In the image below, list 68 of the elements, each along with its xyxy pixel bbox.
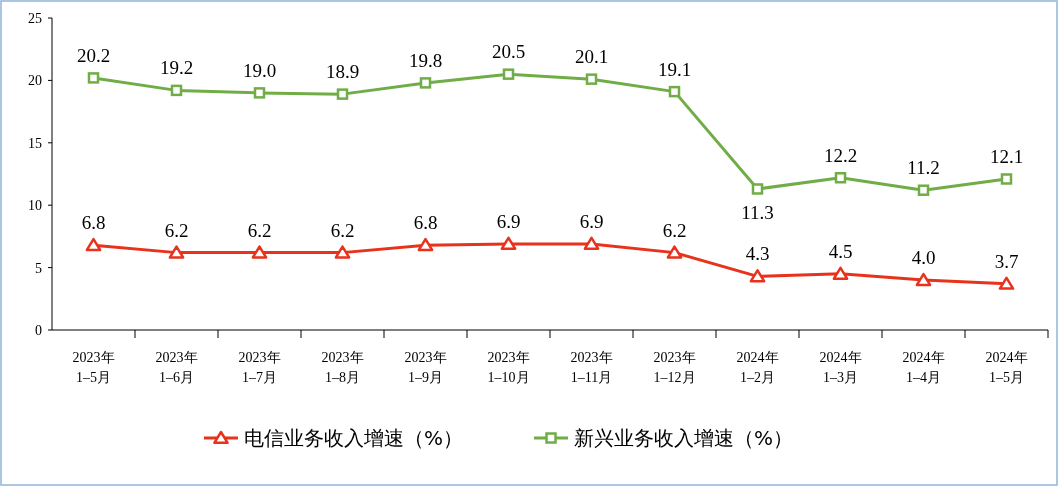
y-tick-label: 20 (28, 73, 42, 89)
point (170, 84, 183, 97)
y-tick-label: 25 (28, 10, 42, 26)
point (336, 88, 349, 100)
point (253, 87, 266, 99)
x-tick-label: 2023年 1–12月 (653, 350, 696, 385)
point (85, 237, 102, 252)
data-label: 6.2 (330, 219, 355, 241)
y-tick-label: 15 (28, 135, 42, 151)
data-label: 11.3 (741, 201, 774, 223)
x-tick-label: 2024年 1–3月 (819, 350, 862, 385)
point (834, 171, 847, 184)
point (502, 68, 515, 80)
data-label: 12.2 (823, 144, 858, 166)
data-label: 19.2 (159, 57, 194, 79)
point (998, 276, 1015, 290)
data-label: 20.2 (76, 44, 111, 66)
data-label: 6.9 (496, 210, 521, 232)
point (334, 245, 351, 259)
data-label: 6.8 (81, 212, 106, 234)
point (583, 236, 600, 250)
data-label: 19.8 (408, 49, 443, 71)
data-label: 6.2 (164, 219, 189, 241)
data-label: 3.7 (994, 250, 1019, 272)
point (666, 245, 683, 259)
point (168, 245, 185, 259)
x-tick-label: 2023年 1–8月 (321, 350, 364, 385)
point (668, 85, 681, 98)
y-tick-label: 5 (35, 260, 42, 276)
legend-label: 新兴业务收入增速（%） (574, 426, 794, 450)
point (417, 237, 434, 252)
data-label: 18.9 (325, 61, 360, 83)
y-tick-label: 0 (35, 322, 42, 338)
point (500, 236, 517, 250)
data-label: 20.1 (574, 46, 609, 68)
x-tick-label: 2024年 1–2月 (736, 350, 779, 385)
y-tick-label: 10 (28, 198, 42, 214)
x-tick-label: 2023年 1–7月 (238, 350, 281, 385)
data-label: 20.5 (491, 41, 526, 63)
point (917, 184, 930, 196)
point (915, 272, 932, 287)
legend-label: 电信业务收入增速（%） (244, 426, 464, 450)
data-label: 6.2 (247, 219, 272, 241)
data-label: 6.2 (662, 219, 687, 241)
x-tick-label: 2024年 1–5月 (985, 350, 1028, 385)
x-tick-label: 2024年 1–4月 (902, 350, 945, 385)
point (251, 245, 268, 259)
data-label: 19.0 (242, 59, 277, 81)
data-label: 6.9 (579, 210, 604, 232)
data-label: 6.8 (413, 212, 438, 234)
data-label: 4.3 (745, 243, 770, 265)
point (749, 269, 766, 283)
data-label: 19.1 (657, 58, 692, 80)
x-tick-label: 2023年 1–11月 (570, 350, 613, 385)
x-tick-label: 2023年 1–10月 (487, 350, 530, 385)
x-tick-label: 2023年 1–5月 (72, 350, 115, 385)
data-label: 12.1 (989, 145, 1024, 167)
point (832, 266, 849, 280)
point (751, 183, 764, 195)
point (419, 77, 432, 89)
data-label: 4.0 (911, 247, 936, 269)
data-label: 4.5 (828, 240, 853, 262)
point (585, 73, 598, 85)
point (87, 72, 100, 84)
data-label: 11.2 (907, 157, 940, 179)
x-tick-label: 2023年 1–9月 (404, 350, 447, 385)
point (1000, 173, 1013, 185)
x-tick-label: 2023年 1–6月 (155, 350, 198, 385)
